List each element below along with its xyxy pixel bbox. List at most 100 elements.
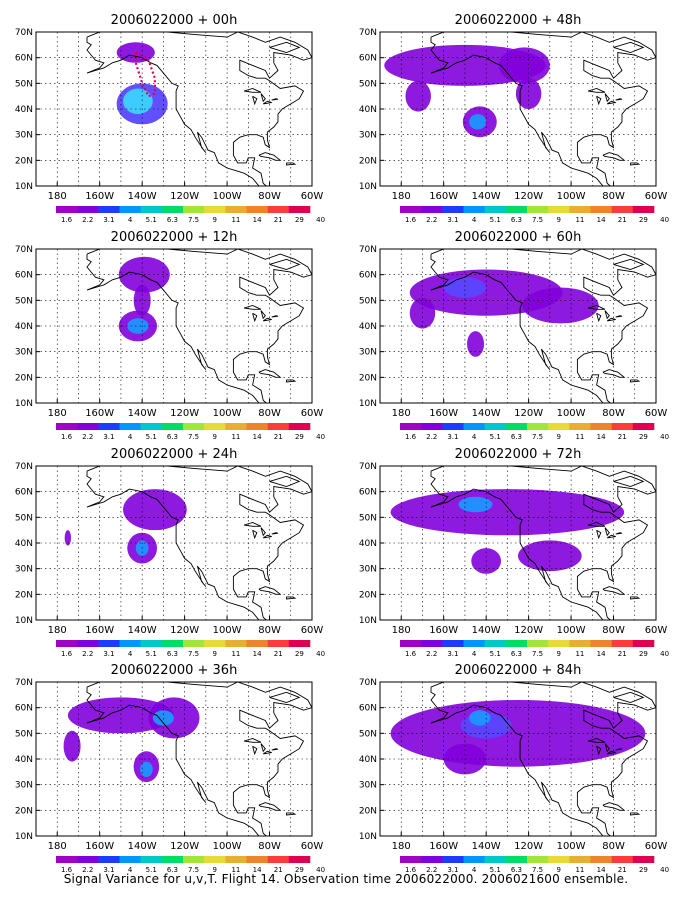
coastline bbox=[602, 369, 626, 378]
lat-tick-label: 30N bbox=[15, 131, 33, 141]
lat-tick-label: 10N bbox=[359, 399, 377, 409]
colorbar-swatch bbox=[527, 640, 549, 647]
coastline bbox=[311, 682, 312, 683]
colorbar-swatch bbox=[505, 423, 528, 430]
lon-tick-label: 80W bbox=[258, 191, 281, 202]
colorbar-label: 5.1 bbox=[146, 433, 157, 441]
colorbar-swatch bbox=[632, 640, 655, 647]
colorbar-swatch bbox=[183, 423, 205, 430]
colorbar-swatch bbox=[119, 206, 141, 213]
colorbar-swatch bbox=[400, 206, 422, 213]
colorbar-label: 14 bbox=[253, 866, 262, 874]
colorbar-label: 40 bbox=[316, 650, 325, 658]
colorbar-label: 2.2 bbox=[426, 433, 437, 441]
coastline bbox=[613, 691, 645, 703]
colorbar-label: 3.1 bbox=[447, 216, 458, 224]
colorbar-label: 4 bbox=[472, 433, 477, 441]
colorbar-label: 6.3 bbox=[167, 216, 178, 224]
colorbar-swatch bbox=[56, 206, 78, 213]
lat-tick-label: 30N bbox=[359, 565, 377, 575]
coastline bbox=[613, 258, 645, 270]
colorbar-label: 6.3 bbox=[511, 216, 522, 224]
lon-tick-label: 180 bbox=[392, 408, 411, 419]
colorbar-label: 4 bbox=[128, 433, 133, 441]
colorbar-swatch bbox=[140, 640, 163, 647]
colorbar-swatch bbox=[484, 856, 507, 863]
variance-region bbox=[443, 277, 487, 298]
lon-tick-label: 180 bbox=[392, 191, 411, 202]
colorbar-label: 9 bbox=[213, 433, 217, 441]
colorbar-label: 2.2 bbox=[426, 866, 437, 874]
colorbar-label: 14 bbox=[597, 866, 606, 874]
lat-tick-label: 50N bbox=[15, 513, 33, 523]
lon-tick-label: 160W bbox=[429, 841, 458, 852]
colorbar-swatch bbox=[98, 206, 120, 213]
variance-region bbox=[67, 697, 174, 734]
coastline bbox=[613, 41, 645, 53]
colorbar-swatch bbox=[632, 423, 655, 430]
colorbar-label: 7.5 bbox=[532, 650, 543, 658]
panel-title: 2006022000 + 84h bbox=[455, 663, 582, 678]
lat-tick-label: 70N bbox=[359, 462, 377, 472]
coastline bbox=[606, 100, 616, 105]
colorbar-label: 2.2 bbox=[82, 866, 93, 874]
colorbar-label: 11 bbox=[231, 433, 240, 441]
lat-tick-label: 10N bbox=[15, 832, 33, 842]
colorbar-swatch bbox=[267, 423, 290, 430]
panel-title: 2006022000 + 12h bbox=[111, 230, 238, 245]
lat-tick-label: 60N bbox=[15, 704, 33, 714]
lon-tick-label: 180 bbox=[392, 841, 411, 852]
colorbar-swatch bbox=[611, 856, 634, 863]
variance-region bbox=[518, 540, 582, 572]
colorbar-swatch bbox=[590, 640, 612, 647]
colorbar-label: 1.6 bbox=[405, 650, 417, 658]
lon-tick-label: 60W bbox=[301, 625, 324, 636]
coastline bbox=[606, 750, 616, 755]
colorbar-swatch bbox=[569, 206, 591, 213]
colorbar-label: 29 bbox=[639, 433, 648, 441]
lat-tick-label: 40N bbox=[15, 755, 33, 765]
colorbar-swatch bbox=[246, 206, 268, 213]
colorbar-swatch bbox=[288, 423, 311, 430]
variance-region bbox=[127, 318, 149, 334]
lon-tick-label: 80W bbox=[258, 408, 281, 419]
colorbar-swatch bbox=[442, 423, 464, 430]
lat-tick-label: 60N bbox=[15, 54, 33, 64]
colorbar-label: 11 bbox=[575, 433, 584, 441]
coastline bbox=[311, 32, 312, 33]
colorbar-label: 11 bbox=[575, 216, 584, 224]
colorbar-swatch bbox=[611, 640, 634, 647]
colorbar-label: 29 bbox=[639, 650, 648, 658]
panel-title: 2006022000 + 72h bbox=[455, 447, 582, 462]
colorbar-label: 21 bbox=[618, 433, 627, 441]
lon-tick-label: 60W bbox=[301, 191, 324, 202]
colorbar-swatch bbox=[569, 423, 591, 430]
map-panel: 2006022000 + 00h 10N 20N 30N 40N 50N 60N 70N 180… bbox=[15, 13, 325, 224]
colorbar-swatch bbox=[98, 856, 120, 863]
colorbar-swatch bbox=[204, 640, 226, 647]
panel-title: 2006022000 + 24h bbox=[111, 447, 238, 462]
lon-tick-label: 60W bbox=[645, 408, 668, 419]
coastline bbox=[602, 586, 626, 595]
colorbar-swatch bbox=[484, 640, 507, 647]
coastline bbox=[262, 100, 272, 105]
colorbar-label: 1.6 bbox=[405, 433, 417, 441]
variance-region bbox=[63, 730, 81, 762]
coastline bbox=[286, 379, 297, 383]
colorbar-swatch bbox=[527, 856, 549, 863]
map-panel: 2006022000 + 60h 10N 20N 30N 40N 50N 60N 70N 180… bbox=[359, 230, 669, 441]
colorbar-swatch bbox=[119, 856, 141, 863]
colorbar: 1.6 2.2 3.1 4 5.1 6.3 7.5 9 11 14 21 29 40 bbox=[56, 206, 325, 224]
colorbar-label: 6.3 bbox=[167, 866, 178, 874]
lon-tick-label: 160W bbox=[85, 191, 114, 202]
lat-tick-label: 20N bbox=[359, 590, 377, 600]
lon-tick-label: 100W bbox=[557, 841, 586, 852]
colorbar-swatch bbox=[484, 206, 507, 213]
colorbar-label: 9 bbox=[557, 866, 561, 874]
variance-region bbox=[123, 88, 153, 115]
coastline bbox=[587, 88, 606, 93]
variance-region bbox=[123, 489, 187, 531]
lat-tick-label: 30N bbox=[359, 131, 377, 141]
coastline bbox=[596, 529, 602, 540]
coastline bbox=[258, 586, 282, 595]
